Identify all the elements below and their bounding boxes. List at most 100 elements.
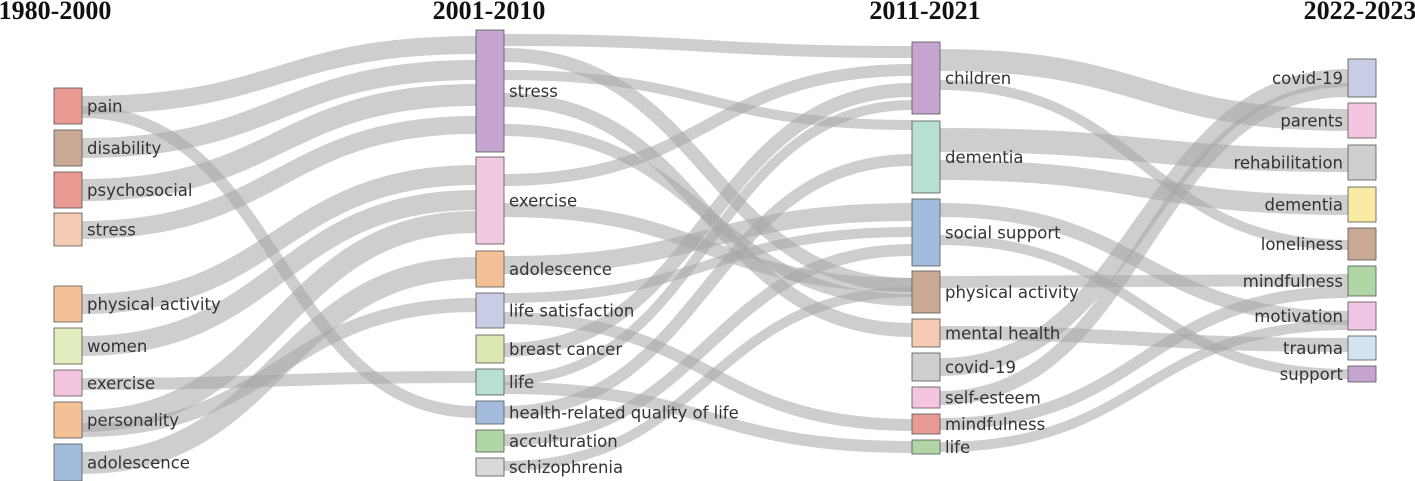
node-c2_physical_activity <box>911 270 941 314</box>
node-c0_personality <box>53 401 83 439</box>
flow-c0_psychosocial-to-c1_stress <box>81 84 477 201</box>
node-c3_loneliness <box>1347 227 1377 261</box>
label-c2_dementia: dementia <box>945 148 1023 167</box>
label-c2_children: children <box>945 69 1011 88</box>
node-c1_stress <box>475 29 505 153</box>
node-c0_exercise <box>53 369 83 397</box>
flow-c2_dementia-to-c3_dementia <box>939 160 1349 215</box>
flow-c2_covid19-to-c3_covid19 <box>939 69 1349 376</box>
label-c2_life: life <box>945 438 970 457</box>
label-c3_support: support <box>1280 365 1344 384</box>
flow-c0_stress-to-c1_stress <box>81 116 477 239</box>
label-c0_adolescence: adolescence <box>87 454 190 473</box>
flow-c1_acculturation-to-c2_social_support <box>503 244 913 446</box>
period-header-2011-2021: 2011-2021 <box>869 0 980 25</box>
node-c0_physical_activity <box>53 285 83 323</box>
label-c1_life_satisfaction: life satisfaction <box>509 302 634 321</box>
flow-c1_stress-to-c2_children <box>503 34 913 58</box>
label-c1_exercise: exercise <box>509 192 577 211</box>
node-c0_pain <box>53 87 83 125</box>
flow-c0_pain-to-c1_stress <box>81 36 477 114</box>
label-c2_social_support: social support <box>945 224 1061 243</box>
flow-c1_breast_cancer-to-c2_children <box>503 83 913 357</box>
flow-c2_children-to-c3_loneliness <box>939 80 1349 250</box>
node-c1_exercise <box>475 156 505 245</box>
node-c0_psychosocial <box>53 171 83 209</box>
node-c3_dementia <box>1347 186 1377 223</box>
label-c1_acculturation: acculturation <box>509 432 618 451</box>
node-c2_mental_health <box>911 318 941 348</box>
flow-c2_social_support-to-c3_motivation <box>939 203 1349 325</box>
node-c3_rehabilitation <box>1347 144 1377 181</box>
node-c3_covid19 <box>1347 58 1377 98</box>
label-c3_dementia: dementia <box>1265 196 1343 215</box>
label-c3_rehabilitation: rehabilitation <box>1233 154 1343 173</box>
node-c1_adolescence <box>475 250 505 288</box>
node-c1_life_satisfaction <box>475 292 505 329</box>
node-c2_dementia <box>911 120 941 194</box>
flow-c1_schizophrenia-to-c2_physical_activity <box>503 287 913 471</box>
node-c3_support <box>1347 365 1377 383</box>
label-c0_stress: stress <box>87 221 136 240</box>
flow-c1_hrqol-to-c2_dementia <box>503 154 913 418</box>
node-c3_trauma <box>1347 335 1377 361</box>
flow-c0_women-to-c1_exercise <box>81 190 477 356</box>
node-c3_mindfulness <box>1347 265 1377 297</box>
node-c2_covid19 <box>911 352 941 382</box>
flow-c1_life_satisfaction-to-c2_social_support <box>503 227 913 303</box>
label-c3_motivation: motivation <box>1254 307 1343 326</box>
flow-c2_mental_health-to-c3_trauma <box>939 326 1349 352</box>
node-c2_life <box>911 439 941 455</box>
flow-c1_exercise-to-c2_children <box>503 64 913 186</box>
label-c0_women: women <box>87 337 147 356</box>
node-c0_disability <box>53 129 83 167</box>
label-c0_pain: pain <box>87 97 123 116</box>
label-c1_breast_cancer: breast cancer <box>509 340 622 359</box>
label-c0_disability: disability <box>87 139 161 158</box>
label-c1_stress: stress <box>509 82 558 101</box>
label-c0_personality: personality <box>87 411 179 430</box>
period-header-2001-2010: 2001-2010 <box>433 0 546 25</box>
node-c1_breast_cancer <box>475 334 505 364</box>
label-c3_trauma: trauma <box>1283 339 1343 358</box>
labels-layer: pain disability psychosocial stress physical… <box>87 69 1344 477</box>
node-c1_hrqol <box>475 400 505 425</box>
label-c3_mindfulness: mindfulness <box>1243 272 1343 291</box>
node-c1_life <box>475 368 505 396</box>
label-c2_mindfulness: mindfulness <box>945 415 1045 434</box>
node-c1_acculturation <box>475 429 505 453</box>
flow-c0_disability-to-c1_stress <box>81 60 477 158</box>
node-c0_women <box>53 327 83 365</box>
label-c0_exercise: exercise <box>87 374 155 393</box>
label-c2_mental_health: mental health <box>945 324 1060 343</box>
label-c1_schizophrenia: schizophrenia <box>509 458 623 477</box>
node-c1_schizophrenia <box>475 457 505 477</box>
node-c2_children <box>911 41 941 115</box>
node-c2_mindfulness <box>911 413 941 435</box>
flow-c2_self_esteem-to-c3_covid19 <box>939 83 1349 405</box>
flow-c1_life-to-c2_children <box>503 100 913 385</box>
label-c2_self_esteem: self-esteem <box>945 389 1041 408</box>
flow-c2_dementia-to-c3_rehabilitation <box>939 128 1349 172</box>
label-c0_physical_activity: physical activity <box>87 295 221 314</box>
period-header-1980-2000: 1980-2000 <box>0 0 111 25</box>
label-c2_physical_activity: physical activity <box>945 283 1079 302</box>
label-c1_hrqol: health-related quality of life <box>509 404 739 423</box>
flow-c0_personality-to-c1_exercise <box>81 211 477 432</box>
label-c3_loneliness: loneliness <box>1261 235 1343 254</box>
node-c0_stress <box>53 212 83 247</box>
label-c1_adolescence: adolescence <box>509 260 612 279</box>
flow-c2_mindfulness-to-c3_mindfulness <box>939 286 1349 430</box>
flow-c1_life-to-c2_life <box>503 382 913 453</box>
node-c0_adolescence <box>53 443 83 481</box>
label-c2_covid19: covid-19 <box>945 358 1016 377</box>
node-c3_parents <box>1347 102 1377 139</box>
flows-layer <box>81 34 1349 474</box>
flow-c1_stress-to-c2_social_support <box>503 48 913 292</box>
label-c3_parents: parents <box>1280 112 1343 131</box>
flow-c0_adolescence-to-c1_adolescence <box>81 257 477 474</box>
flow-c1_life_satisfaction-to-c2_mindfulness <box>503 312 913 431</box>
node-c2_social_support <box>911 198 941 267</box>
label-c3_covid19: covid-19 <box>1272 69 1343 88</box>
